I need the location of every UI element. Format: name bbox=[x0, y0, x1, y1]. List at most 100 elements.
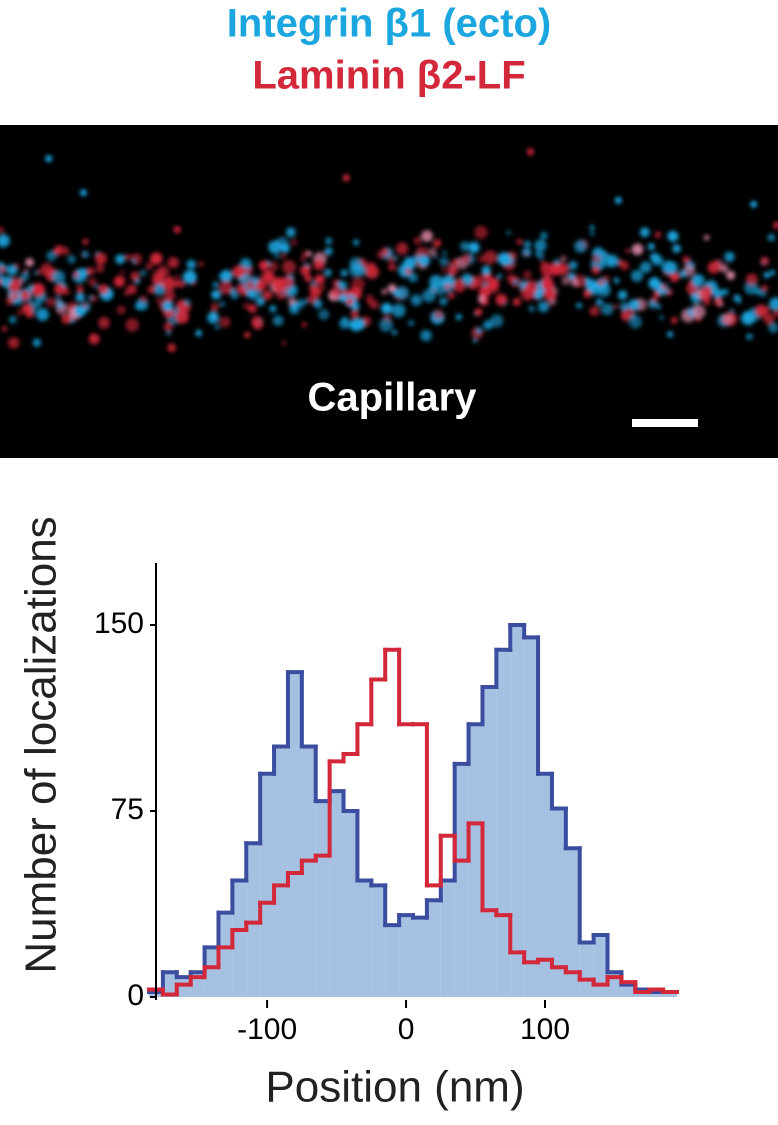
signal-spot bbox=[365, 294, 374, 303]
signal-spot bbox=[729, 308, 735, 313]
signal-spot bbox=[396, 242, 409, 255]
signal-spot bbox=[0, 234, 10, 248]
signal-spot bbox=[628, 315, 642, 329]
signal-spot bbox=[324, 269, 332, 277]
signal-spot bbox=[448, 261, 459, 271]
bar bbox=[538, 773, 552, 997]
bar bbox=[371, 885, 386, 997]
signal-spot bbox=[77, 267, 88, 279]
signal-spot bbox=[439, 257, 449, 266]
signal-spot bbox=[690, 295, 695, 300]
signal-spot bbox=[53, 246, 62, 255]
signal-spot bbox=[34, 270, 38, 275]
signal-spot bbox=[649, 252, 660, 263]
signal-spot bbox=[746, 333, 753, 341]
signal-spot bbox=[33, 283, 42, 293]
signal-spot bbox=[631, 243, 644, 256]
signal-spot bbox=[55, 295, 61, 301]
signal-spot bbox=[712, 288, 723, 299]
signal-spot bbox=[648, 299, 658, 309]
signal-spot bbox=[175, 310, 189, 324]
signal-spot bbox=[56, 300, 65, 309]
signal-spot bbox=[285, 227, 296, 238]
signal-spot bbox=[387, 256, 395, 263]
signal-spot bbox=[218, 274, 223, 279]
signal-spot bbox=[365, 262, 377, 274]
signal-spot bbox=[7, 337, 20, 349]
bar bbox=[440, 880, 455, 997]
bar bbox=[468, 724, 483, 997]
bar bbox=[274, 746, 288, 997]
signal-spot bbox=[219, 301, 226, 307]
signal-spot bbox=[173, 226, 181, 234]
signal-spot bbox=[214, 324, 220, 330]
signal-spot bbox=[670, 316, 678, 324]
signal-spot bbox=[94, 252, 107, 265]
signal-spot bbox=[537, 252, 545, 260]
signal-spot bbox=[601, 303, 614, 316]
signal-spot bbox=[318, 309, 330, 320]
signal-spot bbox=[199, 261, 204, 267]
signal-spot bbox=[763, 272, 770, 279]
signal-spot bbox=[256, 297, 265, 306]
signal-spot bbox=[46, 250, 57, 261]
signal-spot bbox=[553, 259, 560, 265]
signal-spot bbox=[166, 331, 171, 336]
signal-spot bbox=[116, 305, 126, 315]
signal-spot bbox=[262, 290, 273, 300]
signal-spot bbox=[769, 270, 776, 276]
signal-spot bbox=[620, 312, 630, 321]
signal-spot bbox=[528, 305, 535, 312]
signal-spot bbox=[477, 295, 485, 303]
signal-spot bbox=[534, 239, 547, 252]
signal-spot bbox=[475, 327, 483, 335]
signal-spot bbox=[441, 267, 447, 273]
signal-spot bbox=[301, 250, 309, 258]
signal-spot bbox=[9, 316, 17, 324]
bar bbox=[399, 915, 413, 997]
signal-spot bbox=[211, 289, 221, 300]
signal-spot bbox=[497, 252, 511, 266]
signal-spot bbox=[98, 284, 109, 294]
signal-spot bbox=[639, 227, 650, 238]
bar bbox=[315, 801, 330, 997]
signal-spot bbox=[64, 289, 70, 295]
signal-spot bbox=[219, 269, 233, 283]
signal-spot bbox=[460, 241, 470, 252]
bar bbox=[454, 763, 469, 997]
signal-spot bbox=[461, 254, 472, 264]
signal-spot bbox=[619, 261, 629, 270]
micrograph-signal bbox=[0, 148, 778, 353]
signal-spot bbox=[131, 258, 137, 265]
signal-spot bbox=[162, 300, 174, 312]
signal-spot bbox=[654, 231, 662, 239]
signal-spot bbox=[130, 271, 140, 281]
signal-spot bbox=[726, 270, 736, 280]
signal-spot bbox=[444, 283, 451, 290]
signal-spot bbox=[590, 231, 595, 236]
y-tick-label: 75 bbox=[111, 793, 144, 826]
y-tick-label: 0 bbox=[127, 979, 144, 1012]
signal-spot bbox=[381, 302, 393, 314]
signal-spot bbox=[139, 295, 148, 303]
signal-spot bbox=[186, 259, 196, 270]
signal-spot bbox=[19, 272, 29, 282]
signal-spot bbox=[516, 239, 522, 245]
signal-spot bbox=[156, 297, 161, 302]
signal-spot bbox=[464, 274, 473, 283]
signal-spot bbox=[150, 252, 163, 265]
signal-spot bbox=[45, 155, 53, 163]
bar bbox=[496, 649, 511, 997]
signal-spot bbox=[418, 255, 430, 267]
signal-spot bbox=[40, 263, 53, 276]
signal-spot bbox=[313, 299, 323, 309]
signal-spot bbox=[300, 265, 311, 276]
y-axis-label: Number of localizations bbox=[17, 516, 66, 973]
signal-spot bbox=[376, 250, 386, 259]
signal-spot bbox=[63, 247, 70, 255]
y-tick-label: 150 bbox=[94, 607, 144, 640]
bar bbox=[218, 912, 233, 997]
signal-spot bbox=[282, 340, 287, 346]
signal-spot bbox=[512, 279, 519, 286]
